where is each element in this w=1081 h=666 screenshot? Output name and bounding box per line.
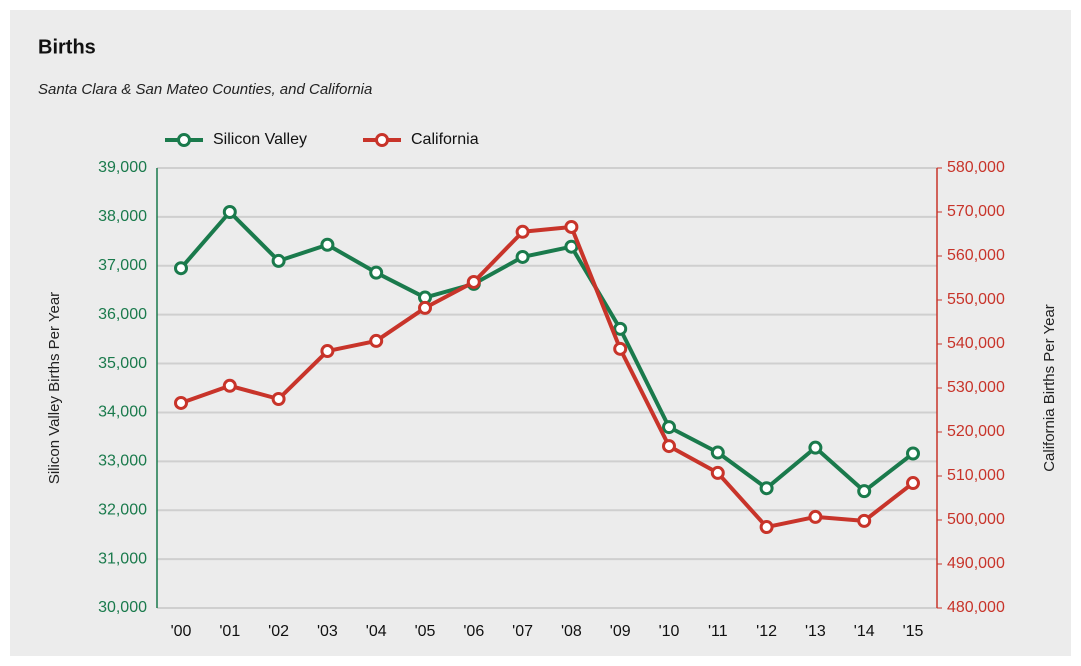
data-point	[515, 224, 530, 239]
y2-tick-label: 480,000	[947, 599, 1005, 616]
legend-marker	[375, 133, 389, 147]
data-point	[174, 395, 188, 410]
x-tick-label: '10	[659, 623, 680, 640]
data-point	[271, 392, 286, 406]
y2-tick-label: 510,000	[947, 467, 1005, 484]
data-point	[759, 481, 774, 496]
series-line	[180, 224, 915, 530]
data-point	[759, 520, 774, 535]
y-tick-label: 37,000	[98, 257, 147, 274]
y2-axis-label: California Births Per Year	[1041, 304, 1058, 472]
y2-tick-label: 540,000	[947, 335, 1005, 352]
data-point	[662, 420, 676, 435]
legend-marker	[177, 133, 191, 147]
y2-tick-label: 580,000	[947, 159, 1005, 176]
data-point	[710, 465, 725, 480]
y-tick-label: 32,000	[98, 501, 147, 518]
data-point	[222, 205, 237, 219]
x-tick-label: '14	[854, 623, 875, 640]
data-point	[320, 237, 335, 252]
data-point	[808, 509, 823, 524]
data-point	[320, 344, 335, 359]
x-tick-label: '07	[512, 623, 533, 640]
x-tick-label: '09	[610, 623, 631, 640]
x-tick-label: '00	[171, 623, 192, 640]
y2-tick-label: 520,000	[947, 423, 1005, 440]
y-tick-label: 33,000	[98, 453, 147, 470]
y-tick-label: 39,000	[98, 159, 147, 176]
x-tick-label: '03	[317, 623, 338, 640]
y2-tick-label: 490,000	[947, 555, 1005, 572]
y-tick-label: 36,000	[98, 306, 147, 323]
x-tick-label: '15	[903, 623, 924, 640]
x-tick-label: '06	[463, 623, 484, 640]
y-tick-label: 35,000	[98, 355, 147, 372]
y-tick-label: 31,000	[98, 550, 147, 567]
x-tick-label: '02	[268, 623, 289, 640]
x-tick-label: '05	[415, 623, 436, 640]
data-point	[418, 300, 432, 315]
data-point	[808, 440, 823, 455]
y-tick-label: 38,000	[98, 208, 147, 225]
panel	[10, 10, 1071, 656]
data-point	[662, 439, 676, 454]
data-point	[174, 261, 188, 276]
y-tick-label: 34,000	[98, 404, 147, 421]
data-point	[515, 249, 530, 264]
data-point	[857, 484, 872, 499]
legend-label: Silicon Valley	[213, 131, 307, 148]
x-tick-label: '11	[708, 623, 728, 640]
data-point	[564, 239, 579, 254]
data-point	[710, 445, 725, 460]
data-point	[613, 341, 628, 356]
x-tick-label: '08	[561, 623, 582, 640]
legend-label: California	[411, 131, 479, 148]
data-point	[857, 513, 872, 528]
series-line	[179, 210, 915, 494]
data-point	[271, 253, 286, 268]
chart-subtitle: Santa Clara & San Mateo Counties, and Ca…	[38, 81, 372, 98]
x-tick-label: '12	[756, 623, 777, 640]
y2-tick-label: 560,000	[947, 247, 1005, 264]
data-point	[564, 219, 579, 234]
data-point	[466, 274, 481, 289]
x-tick-label: '01	[219, 623, 240, 640]
y2-tick-label: 550,000	[947, 291, 1005, 308]
data-point	[613, 321, 628, 336]
y2-tick-label: 500,000	[947, 511, 1005, 528]
y-tick-label: 30,000	[98, 599, 147, 616]
chart-title: Births	[38, 36, 96, 58]
data-point	[369, 333, 384, 348]
y2-tick-label: 570,000	[947, 203, 1005, 220]
data-point	[906, 476, 920, 491]
data-point	[369, 265, 384, 280]
y-axis-label: Silicon Valley Births Per Year	[46, 292, 63, 484]
x-tick-label: '04	[366, 623, 387, 640]
data-point	[222, 378, 237, 393]
x-tick-label: '13	[805, 623, 826, 640]
data-point	[906, 446, 920, 461]
y2-tick-label: 530,000	[947, 379, 1005, 396]
